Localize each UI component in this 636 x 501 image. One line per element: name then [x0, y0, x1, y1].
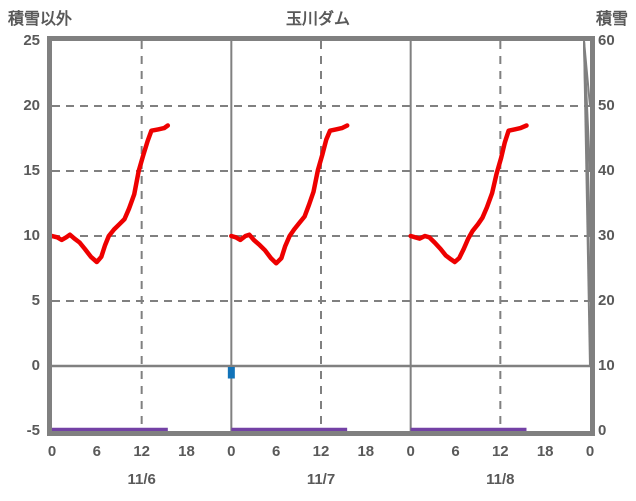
red-line-day-2 [229, 123, 350, 266]
hour-tick-label: 0 [227, 443, 236, 460]
right-axis-tick-label: 40 [598, 162, 615, 179]
date-label: 11/8 [486, 471, 515, 488]
blue-bar [227, 367, 235, 379]
hour-tick-label: 18 [178, 443, 195, 460]
left-axis-tick-label: 15 [23, 162, 40, 179]
hour-tick-label: 12 [491, 443, 509, 460]
red-line-day-3 [408, 123, 529, 265]
hour-tick-label: 18 [357, 443, 375, 460]
red-line-day-1 [52, 123, 171, 265]
left-axis-tick-label: 5 [31, 292, 40, 309]
chart-title: 玉川ダム [285, 11, 351, 28]
right-axis-tick-label: 50 [598, 97, 615, 114]
left-axis-tick-label: 10 [23, 227, 40, 244]
right-axis-tick-label: 0 [598, 422, 607, 439]
right-axis-tick [583, 41, 590, 367]
right-axis-tick-label: 20 [598, 292, 615, 309]
left-axis-tick-label: -5 [26, 422, 40, 439]
left-axis-tick-label: 20 [23, 97, 40, 114]
hour-tick-label: 0 [47, 443, 57, 460]
hour-tick-label: 0 [585, 443, 595, 460]
date-label: 11/6 [127, 471, 156, 488]
hour-tick-label: 18 [536, 443, 554, 460]
hour-tick-label: 0 [406, 443, 415, 460]
hour-tick-label: 6 [272, 443, 281, 460]
hour-tick-label: 12 [312, 443, 330, 460]
date-label: 11/7 [306, 471, 336, 488]
right-axis-title: 積雪 [595, 11, 628, 28]
left-axis-title: 積雪以外 [8, 11, 73, 28]
right-axis-tick-label: 30 [598, 227, 615, 244]
plot-area [52, 41, 590, 431]
left-axis-tick-label: 25 [23, 32, 40, 49]
hour-tick-label: 12 [133, 443, 151, 460]
hour-tick-label: 6 [92, 443, 101, 460]
right-axis-tick-label: 60 [598, 32, 615, 49]
right-axis-tick-label: 10 [598, 357, 615, 374]
left-axis-tick-label: 0 [31, 357, 40, 374]
hour-tick-label: 6 [451, 443, 460, 460]
